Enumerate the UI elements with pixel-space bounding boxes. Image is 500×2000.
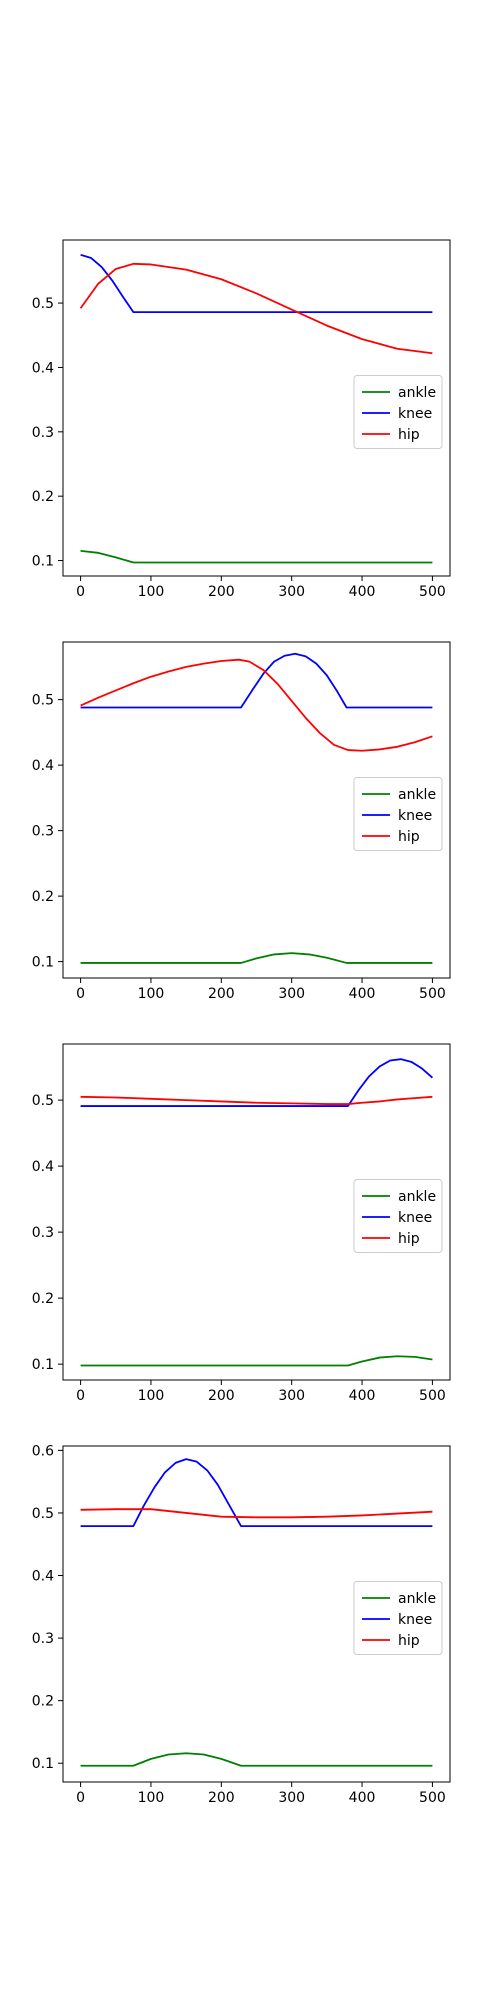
y-tick-label: 0.5 [32,1093,54,1109]
x-tick-label: 200 [208,584,235,600]
series-line-ankle [80,550,433,564]
y-tick-label: 0.2 [32,1291,54,1307]
y-tick-label: 0.3 [32,1225,54,1241]
legend-box [353,777,443,851]
series-line-hip [79,262,433,355]
y-tick-label: 0.5 [32,693,54,709]
legend-box [353,1581,443,1655]
y-tick-label: 0.2 [32,489,54,505]
chart-panel-3: 0 100 200 300 400 500 0.1 0.2 0.3 0.4 0.5 ankle knee… [32,1043,451,1404]
axes-frame [62,239,451,577]
x-tick-label: 500 [419,1388,446,1404]
x-tick-label: 300 [278,986,305,1002]
y-tick-label: 0.3 [32,824,54,840]
x-tick-label: 300 [278,584,305,600]
y-tick-label: 0.5 [32,296,54,312]
x-tick-label: 100 [138,986,165,1002]
legend-label-ankle: ankle [398,1189,436,1205]
y-tick-label: 0.2 [32,1694,54,1710]
axes-frame [62,641,451,979]
y-tick-label: 0.2 [32,889,54,905]
chart-panel-4: 0 100 200 300 400 500 0.1 0.2 0.3 0.4 0.5 0.6 ankle k… [32,1443,451,1806]
x-tick-label: 500 [419,986,446,1002]
series-line-hip [80,1508,433,1519]
x-tick-label: 0 [76,1388,85,1404]
x-tick-label: 400 [349,986,376,1002]
x-tick-label: 500 [419,1790,446,1806]
x-tick-label: 400 [349,584,376,600]
x-tick-label: 200 [208,1388,235,1404]
legend: ankle knee hip [353,1179,443,1253]
x-tick-label: 300 [278,1790,305,1806]
x-tick-label: 300 [278,1388,305,1404]
legend: ankle knee hip [353,1581,443,1655]
x-tick-label: 100 [138,1790,165,1806]
legend-label-ankle: ankle [398,385,436,401]
chart-panel-2: 0 100 200 300 400 500 0.1 0.2 0.3 0.4 0.5 ankle knee… [32,641,451,1002]
legend-box [353,375,443,449]
axes-frame [62,1445,451,1783]
series-line-knee [80,253,433,313]
x-tick-label: 0 [76,1790,85,1806]
legend-label-hip: hip [398,427,420,443]
y-tick-label: 0.4 [32,360,54,376]
legend-box [353,1179,443,1253]
axes-frame [62,1043,451,1381]
legend-label-hip: hip [398,829,420,845]
series-line-ankle [80,1355,433,1367]
legend-label-knee: knee [398,1612,432,1628]
x-tick-label: 100 [138,1388,165,1404]
y-tick-label: 0.6 [32,1443,54,1459]
y-tick-label: 0.3 [32,425,54,441]
legend-label-knee: knee [398,1210,432,1226]
series-line-hip [80,1095,433,1105]
x-tick-label: 400 [349,1388,376,1404]
legend: ankle knee hip [353,777,443,851]
legend-label-ankle: ankle [398,787,436,803]
legend-label-hip: hip [398,1231,420,1247]
legend: ankle knee hip [353,375,443,449]
x-tick-label: 500 [419,584,446,600]
legend-label-ankle: ankle [398,1591,436,1607]
x-tick-label: 0 [76,986,85,1002]
legend-label-hip: hip [398,1633,420,1649]
series-line-ankle [80,952,433,964]
y-tick-label: 0.3 [32,1631,54,1647]
x-tick-label: 200 [208,1790,235,1806]
y-tick-label: 0.1 [32,1357,54,1373]
series-line-knee [80,1058,434,1107]
y-tick-label: 0.4 [32,758,54,774]
x-tick-label: 200 [208,986,235,1002]
series-line-ankle [80,1752,433,1767]
y-tick-label: 0.1 [32,1756,54,1772]
y-tick-label: 0.1 [32,955,54,971]
legend-label-knee: knee [398,406,432,422]
chart-panel-1: 0 100 200 300 400 500 0.1 0.2 0.3 0.4 0.5 ankle knee… [32,239,451,600]
legend-label-knee: knee [398,808,432,824]
x-tick-label: 100 [138,584,165,600]
series-line-knee [80,1458,433,1527]
x-tick-label: 400 [349,1790,376,1806]
y-tick-label: 0.1 [32,554,54,570]
series-line-hip [80,658,433,752]
x-tick-label: 0 [76,584,85,600]
chart-panels: 0 100 200 300 400 500 0.1 0.2 0.3 0.4 0.5 ankle knee… [32,239,451,1806]
series-line-knee [80,652,433,709]
y-tick-label: 0.4 [32,1569,54,1585]
y-tick-label: 0.4 [32,1159,54,1175]
y-tick-label: 0.5 [32,1506,54,1522]
